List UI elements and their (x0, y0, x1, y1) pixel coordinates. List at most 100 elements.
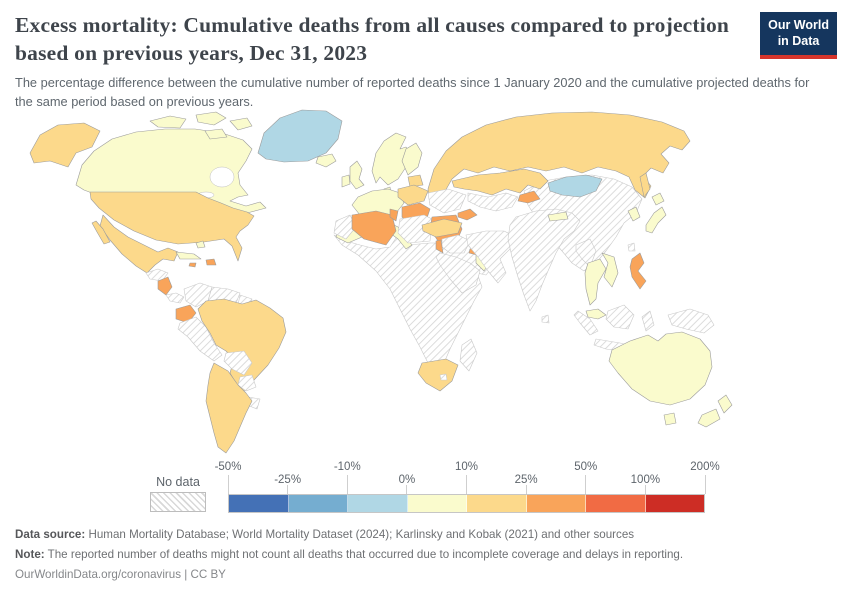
region-korea[interactable]: South Korea (627, 206, 641, 222)
legend-tick (466, 475, 467, 494)
footer-data-source: Data source: Human Mortality Database; W… (15, 525, 683, 545)
region-thailand[interactable]: Thailand (584, 258, 607, 306)
legend-tick-label: -25% (274, 474, 302, 486)
region-malaysia[interactable]: Malaysia (585, 308, 607, 320)
region-alaska[interactable]: Alaska (United States) (29, 122, 101, 168)
region-new-guinea[interactable]: Papua New Guinea (667, 308, 715, 334)
legend-tick (287, 485, 289, 494)
legend-colorbar (228, 494, 705, 513)
region-tasmania[interactable]: Tasmania (Australia) (663, 412, 677, 426)
region-nepal[interactable]: Nepal (547, 211, 569, 222)
world-map-container: Russia Sub-Saharan Africa China Canada A… (0, 105, 850, 460)
region-hispaniola[interactable]: Dominican Republic (205, 258, 217, 266)
region-japan[interactable]: Japan (645, 192, 667, 234)
legend-tick-label: 50% (574, 461, 598, 473)
owid-logo-line1: Our World (768, 18, 829, 32)
legend-bin[interactable] (407, 495, 467, 512)
legend-tick (585, 475, 587, 494)
legend-tick (227, 475, 229, 494)
legend-tick-label: -10% (333, 461, 361, 473)
region-lesotho[interactable]: Lesotho (439, 373, 448, 381)
region-australia[interactable]: Australia (608, 331, 713, 406)
legend-bin[interactable] (645, 495, 704, 512)
region-caucasus[interactable]: Caucasus (457, 208, 478, 221)
region-madagascar[interactable]: Madagascar (459, 338, 478, 372)
legend-bin[interactable] (467, 495, 527, 512)
region-tunisia[interactable]: Tunisia (389, 208, 399, 222)
region-arabia[interactable]: Saudi Arabia / Yemen (435, 252, 481, 294)
legend-bin[interactable] (586, 495, 646, 512)
footer: Data source: Human Mortality Database; W… (15, 525, 683, 585)
owid-logo[interactable]: Our World in Data (760, 12, 837, 59)
footer-data-source-text: Human Mortality Database; World Mortalit… (88, 528, 635, 541)
legend-tick (644, 485, 646, 494)
region-eastern-europe[interactable]: Poland / Eastern Europe (397, 184, 429, 206)
region-ecuador[interactable]: Ecuador (175, 304, 197, 324)
region-baltics[interactable]: Baltic states (407, 174, 424, 188)
region-indonesia-sumatra[interactable]: Indonesia (Sumatra) (573, 310, 599, 336)
region-ireland[interactable]: Ireland (341, 174, 351, 188)
region-guatemala-honduras[interactable]: Guatemala / Honduras (145, 268, 169, 282)
region-uk[interactable]: United Kingdom (349, 160, 365, 190)
legend-no-data: No data (150, 461, 206, 512)
region-argentina-chile[interactable]: Argentina / Chile (205, 362, 253, 454)
legend-bar-wrap: -50% -25% -10% 0% 10% 25% 50% 100% 200% (215, 461, 720, 513)
region-libya[interactable]: Libya (397, 214, 433, 244)
region-russia[interactable]: Russia (427, 111, 691, 206)
region-kazakhstan[interactable]: Kazakhstan (451, 168, 549, 196)
legend-no-data-swatch[interactable] (150, 492, 206, 512)
legend-bin[interactable] (526, 495, 586, 512)
region-cuba[interactable]: Cuba (175, 251, 202, 260)
page-title: Excess mortality: Cumulative deaths from… (15, 13, 730, 66)
region-algeria[interactable]: Algeria (351, 210, 397, 246)
region-kyrgyz-tajik[interactable]: Kyrgyzstan / Tajikistan (517, 190, 541, 204)
region-south-africa[interactable]: South Africa (417, 358, 459, 392)
world-map: Russia Sub-Saharan Africa China Canada A… (29, 109, 733, 454)
footer-note-text: The reported number of deaths might not … (47, 548, 684, 561)
region-sri-lanka[interactable]: Sri Lanka (541, 314, 550, 324)
region-panama[interactable]: Panama (165, 292, 185, 304)
region-morocco[interactable]: Morocco (333, 214, 357, 240)
region-paraguay[interactable]: Paraguay (237, 374, 257, 392)
legend-tick (525, 485, 527, 494)
region-iran-afghan-pak[interactable]: Iran / Afghanistan / Pakistan (465, 230, 517, 284)
region-indonesia-borneo[interactable]: Borneo (605, 304, 635, 330)
region-nicaragua-costarica[interactable]: Nicaragua / Costa Rica (157, 276, 173, 296)
region-israel[interactable]: Israel / Lebanon (435, 239, 444, 254)
region-usa[interactable]: United States (89, 191, 255, 262)
footer-note-label: Note: (15, 548, 45, 561)
region-taiwan[interactable]: Taiwan (627, 242, 636, 252)
legend-tick-label: 200% (690, 461, 720, 473)
region-baja[interactable]: Baja California (Mexico) (91, 220, 111, 245)
region-bahamas[interactable]: Bahamas (195, 240, 206, 249)
legend-bin[interactable] (229, 495, 289, 512)
region-turkey[interactable]: Turkey (421, 218, 463, 238)
region-peru[interactable]: Peru (177, 316, 223, 362)
owid-logo-line2: in Data (777, 34, 820, 49)
region-greenland[interactable]: Greenland (257, 109, 343, 163)
region-iceland[interactable]: Iceland (315, 153, 337, 168)
region-finland[interactable]: Finland (401, 142, 423, 176)
footer-note: Note: The reported number of deaths migh… (15, 545, 683, 565)
region-indonesia-sulawesi[interactable]: Sulawesi (641, 310, 655, 332)
region-ukraine-belarus[interactable]: Ukraine / Belarus (427, 188, 467, 214)
legend-bin[interactable] (288, 495, 348, 512)
legend-bin[interactable] (348, 495, 408, 512)
region-bolivia[interactable]: Bolivia (223, 350, 253, 376)
region-vietnam[interactable]: Vietnam / Laos (601, 252, 619, 288)
page-subtitle: The percentage difference between the cu… (15, 75, 810, 110)
region-arctic-islands[interactable]: Canadian Arctic islands (149, 111, 253, 140)
hudson-bay (209, 166, 235, 188)
legend-tick-label: -50% (214, 461, 242, 473)
region-sakhalin[interactable]: Sakhalin (Russia) (639, 172, 651, 198)
region-philippines[interactable]: Philippines (629, 252, 647, 290)
legend-tick-label: 25% (514, 474, 538, 486)
region-new-zealand-south[interactable]: New Zealand (South Island) (697, 408, 721, 428)
region-jamaica[interactable]: Jamaica (188, 262, 197, 268)
region-central-asia[interactable]: Uzbekistan / Turkmenistan (467, 192, 519, 212)
region-mexico[interactable]: Mexico (99, 214, 179, 274)
region-new-zealand-north[interactable]: New Zealand (North Island) (717, 394, 733, 414)
region-india[interactable]: India (507, 208, 581, 312)
footer-license[interactable]: OurWorldinData.org/coronavirus | CC BY (15, 568, 226, 581)
region-mongolia[interactable]: Mongolia (547, 174, 603, 198)
